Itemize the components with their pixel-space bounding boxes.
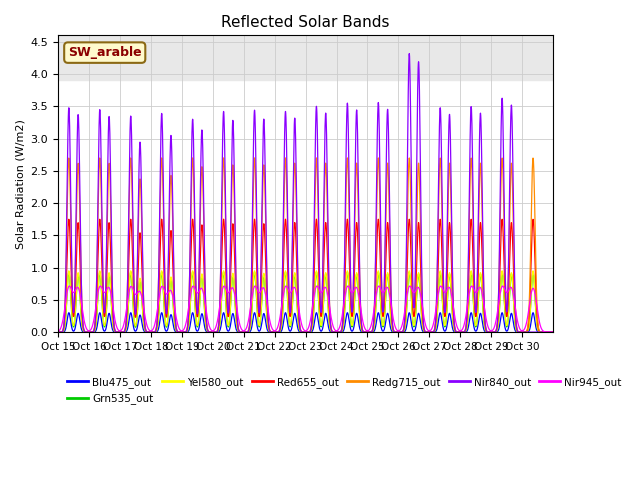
Nir840_out bbox=[406, 51, 413, 57]
Red655_out bbox=[104, 250, 111, 255]
Yel580_out bbox=[549, 329, 557, 335]
Text: SW_arable: SW_arable bbox=[68, 46, 141, 59]
Legend: Blu475_out, Grn535_out, Yel580_out, Red655_out, Redg715_out, Nir840_out, Nir945_: Blu475_out, Grn535_out, Yel580_out, Red6… bbox=[63, 373, 626, 408]
Blu475_out bbox=[543, 329, 550, 335]
Redg715_out bbox=[54, 329, 62, 335]
Nir840_out bbox=[104, 181, 111, 187]
Grn535_out bbox=[104, 289, 111, 295]
Nir945_out bbox=[454, 326, 462, 332]
Grn535_out bbox=[211, 329, 218, 335]
Line: Redg715_out: Redg715_out bbox=[58, 158, 553, 332]
Redg715_out bbox=[211, 329, 218, 335]
Grn535_out bbox=[54, 329, 62, 335]
Nir840_out bbox=[483, 328, 490, 334]
Nir945_out bbox=[104, 285, 111, 291]
Red655_out bbox=[549, 329, 557, 335]
Redg715_out bbox=[549, 329, 557, 335]
Yel580_out bbox=[543, 329, 550, 335]
Line: Nir840_out: Nir840_out bbox=[58, 54, 553, 332]
Red655_out bbox=[454, 329, 462, 335]
Yel580_out bbox=[211, 329, 218, 335]
Nir840_out bbox=[549, 329, 557, 335]
Nir945_out bbox=[483, 316, 490, 322]
Red655_out bbox=[251, 216, 259, 222]
Nir840_out bbox=[54, 329, 62, 335]
Grn535_out bbox=[251, 269, 259, 275]
Blu475_out bbox=[549, 329, 557, 335]
Blu475_out bbox=[211, 329, 218, 335]
Nir840_out bbox=[211, 329, 218, 335]
Nir945_out bbox=[54, 329, 62, 335]
Redg715_out bbox=[454, 329, 462, 335]
Blu475_out bbox=[483, 329, 490, 335]
Blu475_out bbox=[251, 310, 259, 316]
Yel580_out bbox=[454, 329, 462, 335]
Nir945_out bbox=[549, 329, 557, 335]
Line: Grn535_out: Grn535_out bbox=[58, 272, 553, 332]
Grn535_out bbox=[335, 329, 343, 335]
Nir945_out bbox=[499, 283, 506, 289]
Line: Nir945_out: Nir945_out bbox=[58, 286, 553, 332]
Yel580_out bbox=[54, 329, 62, 335]
Redg715_out bbox=[335, 329, 343, 335]
Yel580_out bbox=[483, 329, 490, 335]
Blu475_out bbox=[104, 317, 111, 323]
Blu475_out bbox=[454, 329, 462, 335]
Red655_out bbox=[335, 329, 343, 335]
Nir840_out bbox=[335, 329, 342, 335]
Line: Red655_out: Red655_out bbox=[58, 219, 553, 332]
Yel580_out bbox=[104, 288, 111, 293]
Line: Blu475_out: Blu475_out bbox=[58, 313, 553, 332]
Yel580_out bbox=[251, 268, 259, 274]
Blu475_out bbox=[335, 329, 343, 335]
Grn535_out bbox=[543, 329, 550, 335]
Redg715_out bbox=[104, 206, 111, 212]
Redg715_out bbox=[483, 327, 490, 333]
Yel580_out bbox=[335, 329, 343, 335]
Nir945_out bbox=[211, 327, 218, 333]
Blu475_out bbox=[54, 329, 62, 335]
Nir945_out bbox=[543, 329, 550, 335]
Bar bbox=[58, 36, 553, 81]
Y-axis label: Solar Radiation (W/m2): Solar Radiation (W/m2) bbox=[15, 119, 25, 249]
Redg715_out bbox=[543, 329, 550, 335]
Nir840_out bbox=[543, 329, 550, 335]
Red655_out bbox=[54, 329, 62, 335]
Redg715_out bbox=[251, 155, 259, 161]
Line: Yel580_out: Yel580_out bbox=[58, 271, 553, 332]
Red655_out bbox=[543, 329, 550, 335]
Grn535_out bbox=[454, 329, 462, 335]
Nir840_out bbox=[454, 329, 462, 335]
Grn535_out bbox=[483, 329, 490, 335]
Red655_out bbox=[211, 329, 218, 335]
Red655_out bbox=[483, 328, 490, 334]
Grn535_out bbox=[549, 329, 557, 335]
Nir945_out bbox=[335, 326, 342, 332]
Title: Reflected Solar Bands: Reflected Solar Bands bbox=[221, 15, 390, 30]
